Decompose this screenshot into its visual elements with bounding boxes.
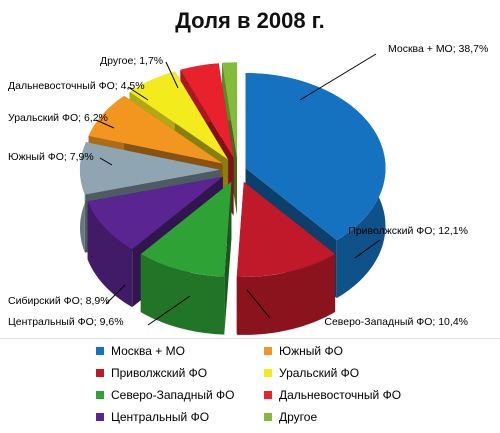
slice-side-1 — [236, 253, 336, 335]
legend-item: Южный ФО — [264, 344, 343, 358]
slice-top-7 — [180, 63, 234, 158]
legend-label: Другое — [279, 410, 318, 424]
legend-item: Дальневосточный ФО — [264, 388, 401, 402]
leader-line-7 — [127, 86, 149, 101]
data-label-3: Центральный ФО; 9,6% — [8, 316, 124, 328]
legend-label: Дальневосточный ФО — [279, 388, 402, 402]
legend-swatch — [264, 413, 272, 421]
legend-swatch — [96, 347, 104, 355]
legend-swatch — [96, 369, 104, 377]
data-label-4: Сибирский ФО; 8,9% — [8, 295, 110, 307]
legend-swatch — [264, 369, 272, 377]
legend-item: Центральный ФО — [96, 410, 209, 424]
slice-top-6 — [129, 71, 229, 160]
legend-label: Москва + МО — [111, 344, 185, 358]
slice-top-1 — [236, 181, 336, 277]
legend-item: Москва + МО — [96, 344, 185, 358]
data-label-6: Уральский ФО; 6,2% — [8, 112, 108, 124]
leader-line-8 — [165, 61, 179, 89]
legend-label: Приволжский ФО — [111, 366, 208, 380]
leader-line-2 — [246, 289, 271, 319]
leader-line-4 — [105, 284, 126, 305]
legend-swatch — [96, 413, 104, 421]
legend-divider — [0, 338, 500, 339]
slice-side-3 — [87, 201, 133, 308]
leader-line-0 — [299, 53, 377, 101]
slice-top-8 — [222, 62, 238, 158]
slice-top-5 — [88, 95, 223, 164]
leader-line-3 — [147, 295, 191, 326]
legend-item: Приволжский ФО — [96, 366, 207, 380]
data-label-8: Другое; 1,7% — [100, 55, 163, 67]
data-label-5: Южный ФО; 7,9% — [8, 151, 94, 163]
chart-title: Доля в 2008 г. — [175, 8, 325, 33]
legend-item: Другое — [264, 410, 317, 424]
legend-swatch — [96, 391, 104, 399]
legend-item: Уральский ФО — [264, 366, 359, 380]
slice-top-2 — [140, 181, 232, 277]
legend-label: Северо-Западный ФО — [111, 388, 235, 402]
slice-1 — [236, 181, 336, 335]
slice-side-2 — [140, 254, 225, 335]
data-label-7: Дальневосточный ФО; 4,5% — [8, 80, 145, 92]
legend-label: Уральский ФО — [279, 366, 360, 380]
data-label-1: Приволжский ФО; 12,1% — [348, 225, 468, 237]
leader-line-6 — [95, 119, 115, 129]
slice-top-0 — [245, 73, 386, 241]
data-label-2: Северо-Западный ФО; 10,4% — [324, 316, 468, 328]
legend-label: Южный ФО — [279, 344, 343, 358]
leader-line-5 — [99, 157, 113, 166]
slice-top-4 — [80, 142, 221, 195]
legend-swatch — [264, 347, 272, 355]
pie-chart: Москва + МО; 38,7% Приволжский ФО; 12,1% С… — [8, 43, 488, 335]
legend-swatch — [264, 391, 272, 399]
slice-2 — [140, 181, 232, 335]
legend-label: Центральный ФО — [111, 410, 210, 424]
legend-item: Северо-Западный ФО — [96, 388, 234, 402]
leader-line-1 — [354, 239, 381, 259]
slice-top-3 — [87, 176, 223, 250]
data-label-0: Москва + МО; 38,7% — [388, 43, 488, 55]
